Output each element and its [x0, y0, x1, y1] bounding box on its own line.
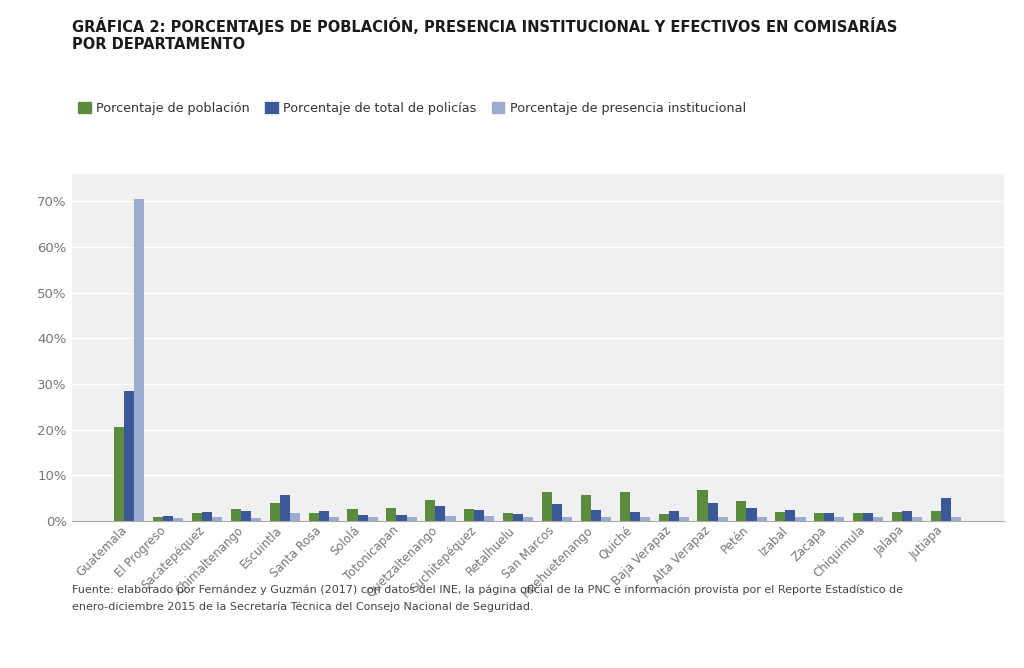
- Bar: [484, 516, 495, 521]
- Bar: [425, 500, 435, 521]
- Legend: Porcentaje de población, Porcentaje de total de policías, Porcentaje de presenci: Porcentaje de población, Porcentaje de t…: [73, 97, 751, 120]
- Bar: [697, 490, 708, 521]
- Bar: [318, 512, 329, 521]
- Bar: [892, 512, 902, 521]
- Bar: [775, 512, 785, 521]
- Bar: [464, 509, 474, 521]
- Text: enero-diciembre 2015 de la Secretaría Técnica del Consejo Nacional de Seguridad.: enero-diciembre 2015 de la Secretaría Té…: [72, 601, 534, 612]
- Bar: [241, 511, 251, 521]
- Bar: [796, 517, 806, 521]
- Bar: [280, 494, 290, 521]
- Bar: [114, 428, 124, 521]
- Bar: [269, 503, 280, 521]
- Text: Fuente: elaborado por Fernández y Guzmán (2017) con datos del INE, la página ofi: Fuente: elaborado por Fernández y Guzmán…: [72, 584, 903, 595]
- Bar: [902, 511, 912, 521]
- Bar: [853, 513, 863, 521]
- Bar: [591, 510, 601, 521]
- Bar: [658, 514, 669, 521]
- Bar: [814, 513, 824, 521]
- Bar: [708, 503, 718, 521]
- Bar: [630, 512, 640, 521]
- Bar: [513, 514, 523, 521]
- Bar: [835, 517, 845, 521]
- Bar: [912, 517, 923, 521]
- Bar: [542, 492, 552, 521]
- Bar: [931, 510, 941, 521]
- Bar: [396, 515, 407, 521]
- Bar: [202, 512, 212, 521]
- Bar: [308, 513, 318, 521]
- Bar: [407, 517, 417, 521]
- Bar: [474, 510, 484, 521]
- Bar: [386, 508, 396, 521]
- Bar: [863, 513, 873, 521]
- Bar: [601, 517, 611, 521]
- Bar: [523, 517, 534, 521]
- Bar: [824, 513, 835, 521]
- Bar: [445, 516, 456, 521]
- Bar: [163, 516, 173, 521]
- Bar: [736, 502, 746, 521]
- Bar: [435, 506, 445, 521]
- Bar: [503, 513, 513, 521]
- Bar: [951, 517, 962, 521]
- Bar: [347, 509, 357, 521]
- Text: GRÁFICA 2: PORCENTAJES DE POBLACIÓN, PRESENCIA INSTITUCIONAL Y EFECTIVOS EN COMI: GRÁFICA 2: PORCENTAJES DE POBLACIÓN, PRE…: [72, 17, 897, 35]
- Bar: [757, 517, 767, 521]
- Bar: [357, 515, 368, 521]
- Bar: [552, 504, 562, 521]
- Bar: [562, 517, 572, 521]
- Bar: [230, 509, 241, 521]
- Bar: [581, 495, 591, 521]
- Bar: [620, 492, 630, 521]
- Bar: [746, 508, 757, 521]
- Bar: [134, 199, 144, 521]
- Bar: [290, 513, 300, 521]
- Text: POR DEPARTAMENTO: POR DEPARTAMENTO: [72, 37, 245, 51]
- Bar: [212, 517, 222, 521]
- Bar: [873, 517, 884, 521]
- Bar: [153, 518, 163, 521]
- Bar: [124, 391, 134, 521]
- Bar: [785, 510, 796, 521]
- Bar: [368, 517, 378, 521]
- Bar: [191, 513, 202, 521]
- Bar: [173, 518, 183, 521]
- Bar: [679, 517, 689, 521]
- Bar: [640, 517, 650, 521]
- Bar: [251, 518, 261, 521]
- Bar: [329, 517, 339, 521]
- Bar: [718, 517, 728, 521]
- Bar: [941, 498, 951, 521]
- Bar: [669, 512, 679, 521]
